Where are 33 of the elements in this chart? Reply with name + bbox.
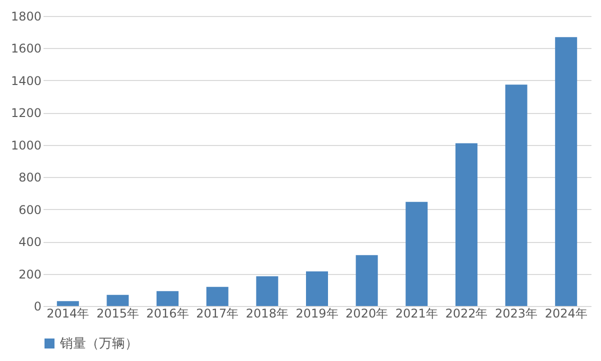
y-tick-label: 1000 [10, 138, 42, 152]
x-tick-label: 2022年 [445, 306, 488, 320]
x-tick-label: 2016年 [146, 306, 189, 320]
x-tick-label: 2021年 [395, 306, 438, 320]
bar [206, 286, 228, 306]
y-tick-label: 0 [34, 300, 42, 314]
y-tick-label: 200 [18, 267, 42, 282]
bar [106, 294, 129, 306]
x-tick-label: 2020年 [346, 306, 388, 320]
bar [356, 255, 378, 306]
bar [256, 276, 278, 306]
legend-label: 销量（万辆） [59, 336, 138, 352]
bar [505, 84, 528, 306]
bar [406, 202, 428, 306]
y-tick-label: 800 [18, 170, 42, 185]
y-tick-label: 1800 [10, 10, 42, 24]
x-tick-label: 2017年 [196, 306, 239, 320]
x-tick-label: 2014年 [46, 306, 90, 320]
bar [306, 271, 328, 306]
x-tick-label: 2015年 [96, 306, 139, 320]
y-tick-label: 1400 [10, 74, 42, 88]
bar [455, 143, 478, 306]
y-tick-label: 1600 [10, 42, 42, 56]
bar [56, 301, 79, 306]
bar [555, 37, 578, 306]
x-tick-label: 2019年 [296, 306, 338, 320]
y-tick-label: 400 [18, 235, 42, 250]
x-tick-label: 2023年 [495, 306, 538, 320]
x-tick-label: 2018年 [246, 306, 288, 320]
bar [156, 291, 179, 306]
x-tick-label: 2024年 [544, 306, 588, 320]
y-tick-label: 600 [18, 202, 42, 217]
y-tick-label: 1200 [10, 106, 42, 120]
